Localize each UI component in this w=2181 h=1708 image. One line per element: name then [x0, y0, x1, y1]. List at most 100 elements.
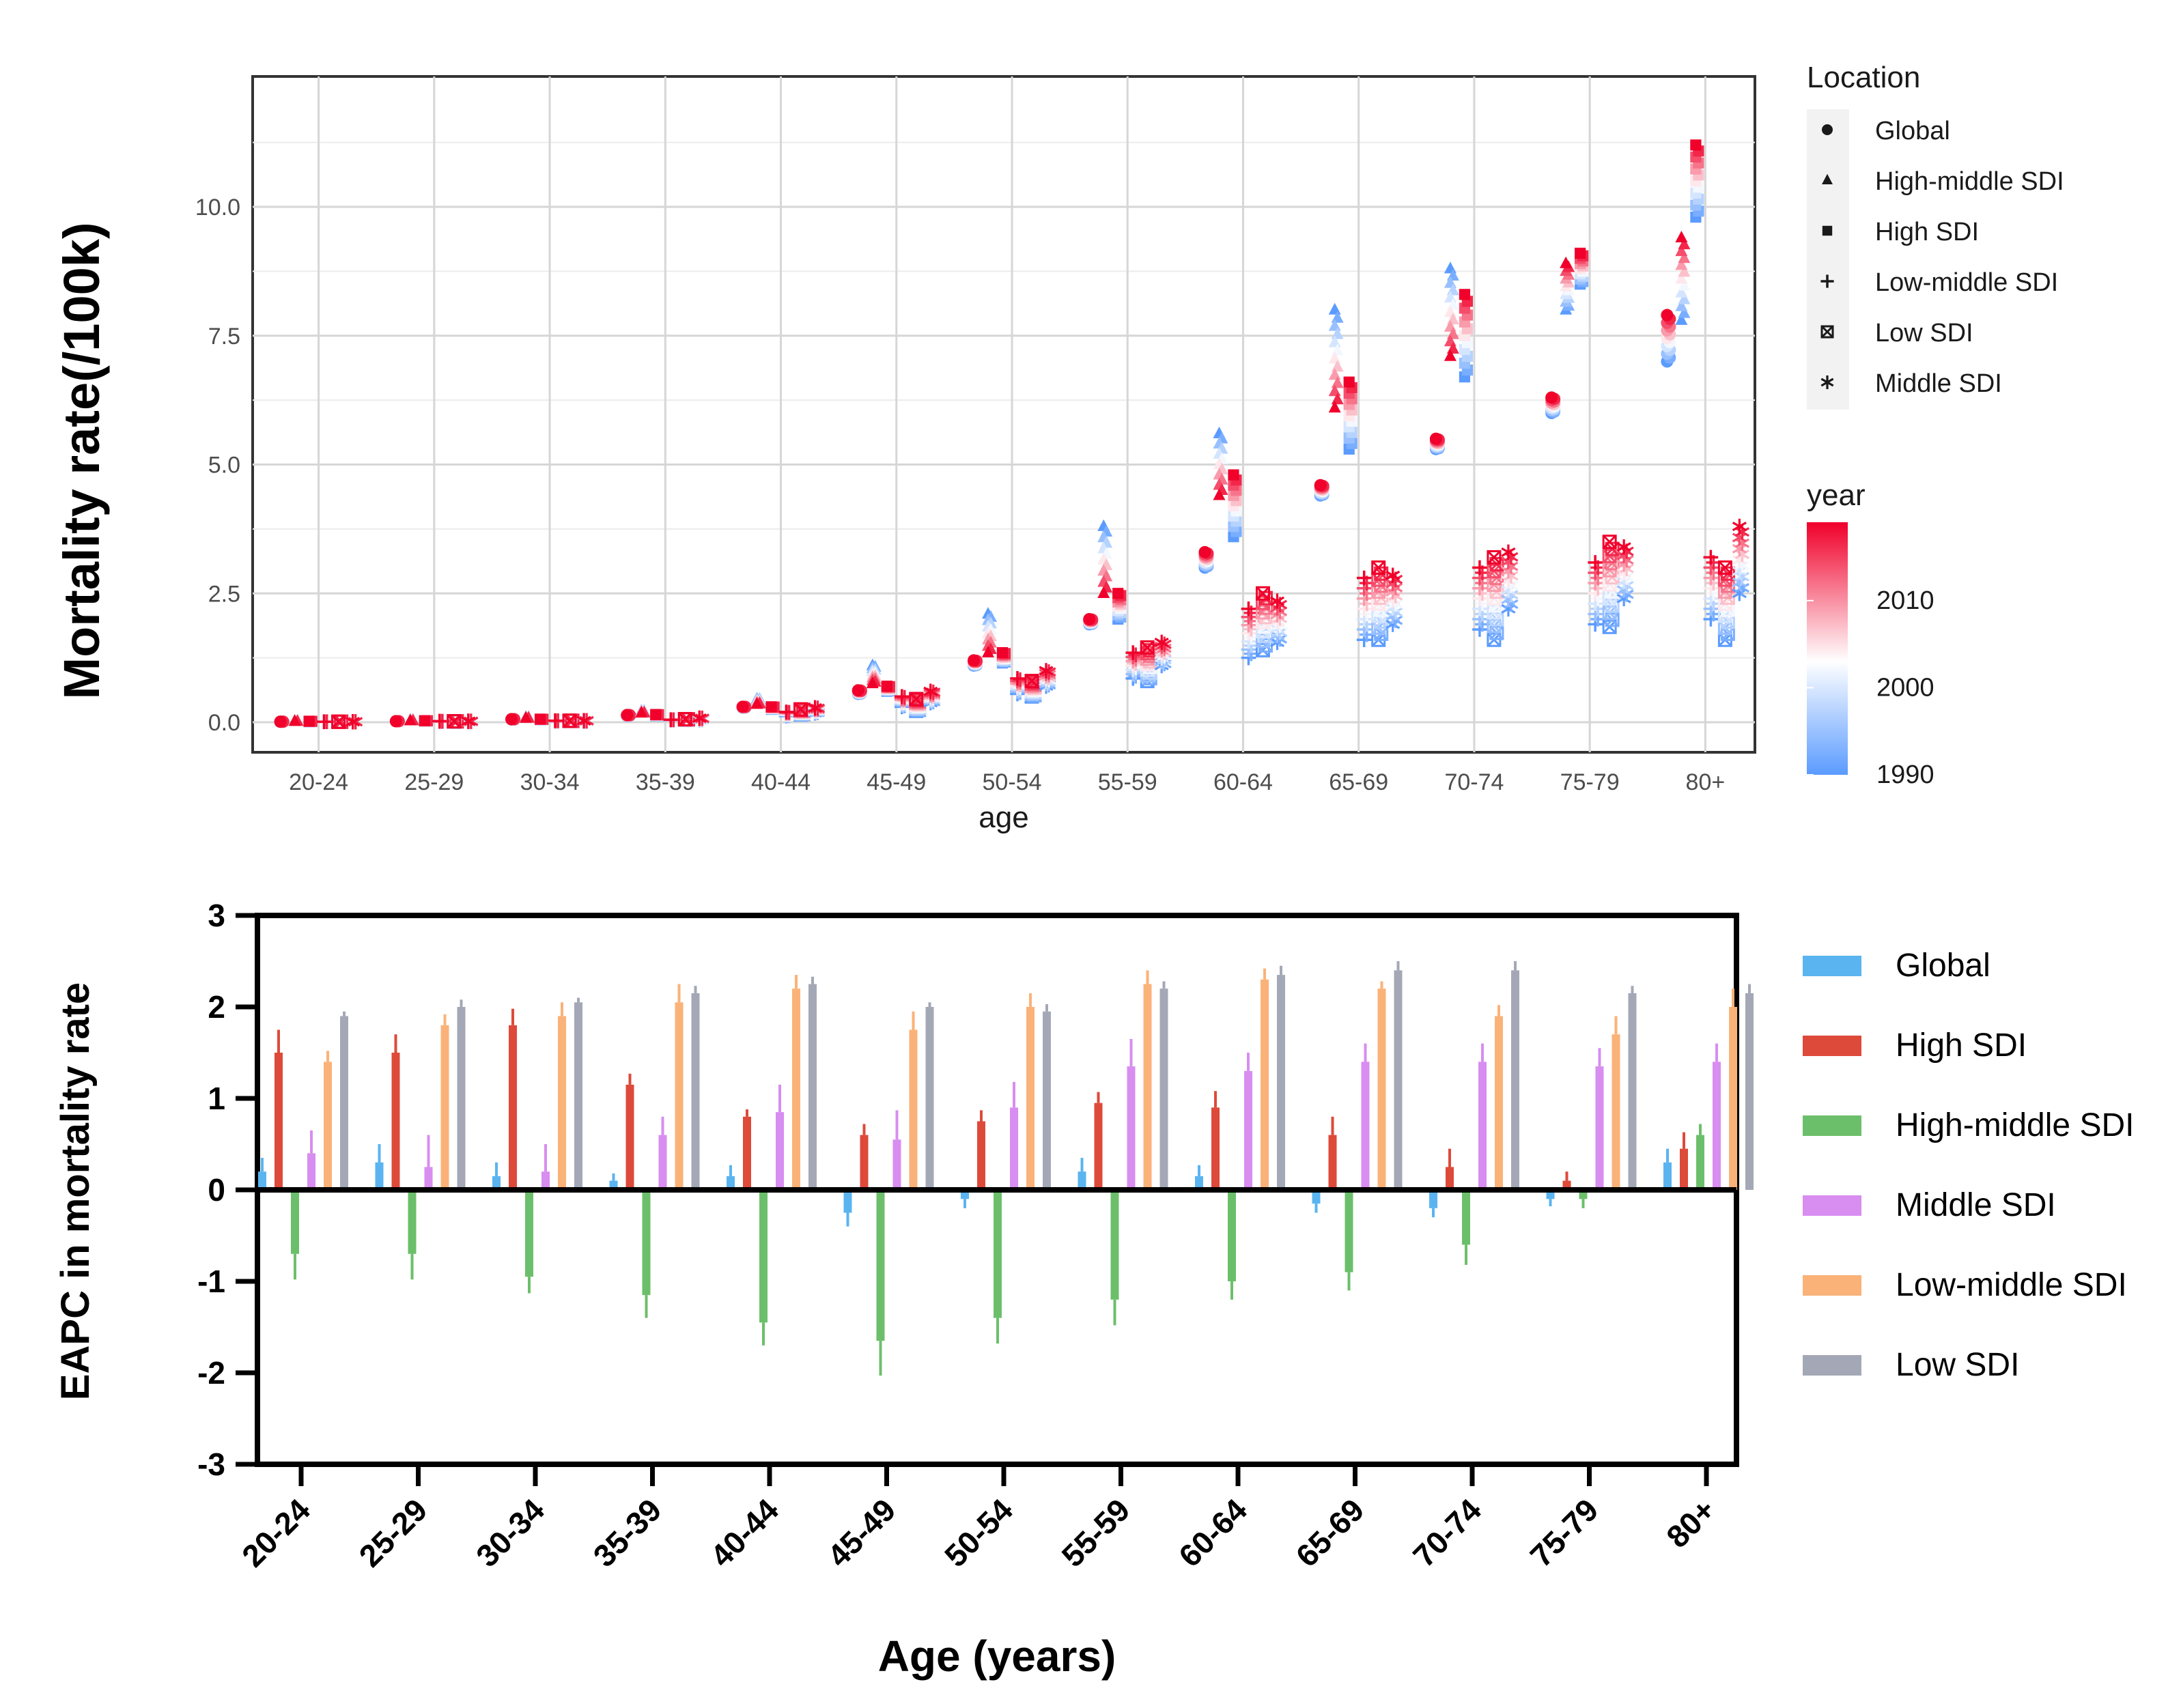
bar-high-sdi — [275, 1053, 283, 1190]
bar-high-middle-sdi — [1110, 1190, 1119, 1300]
point-low-middle-sdi — [432, 713, 447, 729]
point-high-sdi — [996, 646, 1009, 659]
point-high-sdi — [1575, 247, 1586, 259]
legend-bar-swatch — [1803, 1115, 1861, 1136]
bar-high-middle-sdi — [1462, 1190, 1470, 1245]
bar-middle-sdi — [307, 1153, 315, 1190]
bar-high-middle-sdi — [1228, 1190, 1236, 1281]
point-middle-sdi-arm — [1501, 585, 1516, 595]
point-middle-sdi — [1501, 544, 1516, 560]
top-x-tick-label: 20-24 — [289, 769, 348, 795]
top-x-tick-label: 30-34 — [520, 769, 580, 795]
top-y-axis-title: Mortality rate(/100k) — [53, 222, 110, 699]
point-high-sdi — [303, 715, 315, 727]
legend-year-title: year — [1807, 479, 1866, 512]
point-low-sdi — [1024, 674, 1039, 689]
point-middle-sdi-arm — [461, 716, 476, 726]
point-middle-sdi-arm — [1732, 522, 1747, 532]
bar-low-middle-sdi — [324, 1062, 332, 1190]
legend-bar-swatch — [1803, 1036, 1861, 1056]
point-middle-sdi-arm — [1385, 586, 1401, 597]
point-high-middle-sdi — [1678, 279, 1691, 291]
bar-middle-sdi — [1127, 1066, 1136, 1190]
point-low-sdi — [793, 702, 808, 717]
bar-high-middle-sdi — [291, 1190, 299, 1254]
point-global — [389, 715, 402, 728]
bottom-x-tick-label: 25-29 — [352, 1492, 434, 1574]
point-high-sdi — [1343, 376, 1355, 388]
point-middle-sdi-arm — [1734, 549, 1749, 560]
bar-high-middle-sdi — [525, 1190, 533, 1277]
point-low-sdi-d2 — [1718, 560, 1732, 575]
point-low-sdi — [1255, 586, 1270, 601]
bottom-y-tick-label: -1 — [197, 1264, 225, 1299]
point-high-sdi — [419, 715, 430, 726]
point-high-sdi — [765, 701, 777, 713]
point-low-sdi — [909, 692, 924, 707]
point-high-middle-sdi — [1675, 313, 1688, 325]
bottom-y-tick-label: 1 — [208, 1081, 225, 1116]
point-middle-sdi — [461, 713, 476, 729]
point-middle-sdi — [1269, 593, 1285, 609]
bar-low-sdi — [1394, 970, 1403, 1190]
point-high-middle-sdi — [635, 706, 648, 718]
bar-middle-sdi — [776, 1112, 784, 1190]
point-middle-sdi-arm — [1734, 538, 1749, 548]
point-high-middle-sdi — [1678, 292, 1691, 304]
bottom-x-tick-label: 30-34 — [469, 1492, 551, 1574]
point-middle-sdi-arm — [1385, 619, 1401, 629]
bar-high-sdi — [625, 1084, 634, 1190]
point-middle-sdi-arm — [579, 715, 594, 726]
bar-middle-sdi — [424, 1167, 433, 1190]
legend-location-key-circle — [1822, 124, 1833, 135]
point-low-sdi-d2 — [447, 714, 461, 728]
point-global — [274, 715, 287, 728]
point-global — [852, 684, 864, 697]
point-middle-sdi-arm — [1385, 570, 1401, 580]
point-global — [505, 713, 518, 726]
bar-low-sdi — [1511, 970, 1519, 1190]
point-middle-sdi-arm — [346, 717, 361, 727]
point-high-sdi — [1228, 469, 1239, 481]
point-middle-sdi-arm — [1616, 542, 1631, 552]
point-low-middle-sdi — [1703, 550, 1719, 565]
legend-location-key-plus — [1820, 274, 1834, 288]
bar-low-middle-sdi — [792, 988, 800, 1190]
point-global — [968, 654, 980, 667]
bar-high-sdi — [743, 1116, 751, 1190]
bar-low-sdi — [808, 984, 817, 1190]
point-high-middle-sdi — [1678, 251, 1691, 264]
point-middle-sdi-arm — [1501, 556, 1516, 567]
bar-low-middle-sdi — [558, 1016, 566, 1190]
point-middle-sdi-arm — [1616, 593, 1631, 603]
legend-location: Global High-middle SDI High SDI Low-middle … — [1820, 117, 2064, 398]
bar-high-middle-sdi — [408, 1190, 417, 1254]
point-low-sdi-d2 — [1487, 550, 1501, 565]
point-low-middle-sdi — [663, 712, 679, 728]
point-low-sdi-d2 — [1140, 640, 1155, 655]
point-high-middle-sdi — [866, 677, 879, 689]
point-middle-sdi — [576, 713, 591, 728]
point-high-middle-sdi — [1328, 335, 1341, 347]
top-x-tick-label: 25-29 — [404, 769, 464, 795]
point-high-middle-sdi — [1675, 244, 1688, 257]
point-middle-sdi — [579, 713, 594, 729]
legend-location-label: High SDI — [1875, 218, 1979, 246]
point-middle-sdi-arm — [1734, 527, 1749, 537]
point-high-middle-sdi — [1097, 586, 1110, 598]
legend-location-key-bg — [1807, 109, 1849, 410]
bottom-y-tick-label: 0 — [208, 1172, 225, 1208]
point-middle-sdi-arm — [1734, 560, 1749, 571]
bar-low-sdi — [925, 1007, 934, 1190]
legend-bar-label: Global — [1896, 948, 1990, 984]
bar-middle-sdi — [1595, 1066, 1604, 1190]
point-middle-sdi-arm — [1616, 550, 1631, 560]
bar-low-middle-sdi — [909, 1029, 918, 1190]
bar-low-sdi — [1043, 1011, 1051, 1190]
bar-middle-sdi — [892, 1139, 901, 1190]
bottom-x-tick-label: 70-74 — [1406, 1492, 1488, 1574]
bar-high-sdi — [1680, 1148, 1688, 1190]
point-high-middle-sdi — [1328, 352, 1341, 364]
bar-low-middle-sdi — [1612, 1034, 1620, 1190]
bar-low-middle-sdi — [440, 1025, 449, 1190]
